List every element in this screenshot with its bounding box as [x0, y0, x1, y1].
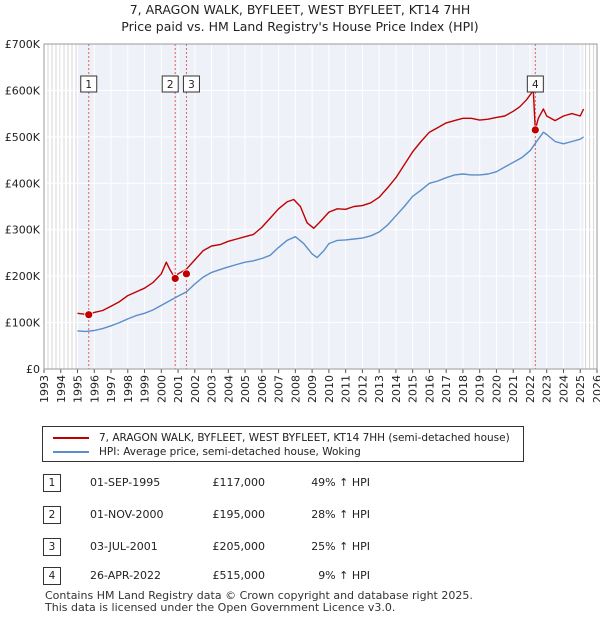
legend-item-hpi: HPI: Average price, semi-detached house,…: [53, 446, 361, 458]
hpi-line: [77, 131, 584, 333]
transaction-number: 2: [43, 506, 61, 524]
x-tick-label: 1997: [105, 375, 118, 403]
legend-item-property: 7, ARAGON WALK, BYFLEET, WEST BYFLEET, K…: [53, 432, 510, 444]
transaction-price: £195,000: [212, 508, 266, 521]
transaction-marker-box: [526, 75, 544, 93]
x-tick-label: 1996: [88, 375, 101, 403]
transaction-hpi: 49% ↑ HPI: [311, 476, 370, 489]
x-tick-label: 1994: [55, 375, 68, 403]
y-tick-label: £0: [26, 363, 40, 376]
legend-label-hpi: HPI: Average price, semi-detached house,…: [99, 446, 361, 458]
x-tick-label: 1999: [139, 375, 152, 403]
x-tick-label: 2023: [541, 375, 554, 403]
legend-label-property: 7, ARAGON WALK, BYFLEET, WEST BYFLEET, K…: [99, 432, 510, 444]
y-tick-label: £200K: [5, 270, 41, 283]
transaction-hpi: 25% ↑ HPI: [311, 540, 370, 553]
transaction-point: [530, 125, 540, 135]
x-tick-label: 2001: [172, 375, 185, 403]
transaction-marker-number: 2: [167, 79, 174, 91]
y-tick-label: £100K: [5, 317, 41, 330]
x-tick-label: 2007: [273, 375, 286, 403]
footer: Contains HM Land Registry data © Crown c…: [45, 590, 473, 614]
x-tick-label: 2012: [356, 375, 369, 403]
x-tick-label: 2009: [306, 375, 319, 403]
legend: 7, ARAGON WALK, BYFLEET, WEST BYFLEET, K…: [42, 426, 524, 462]
transaction-marker-box: [182, 75, 200, 93]
transaction-hpi: 9% ↑ HPI: [318, 569, 370, 582]
x-tick-label: 2022: [524, 375, 537, 403]
transaction-marker-number: 1: [85, 79, 92, 91]
price-chart: 1 2 3 4 £0 £100K £200K £300K £400K £500K £600K £70…: [5, 38, 600, 403]
transaction-row: 4 26-APR-2022 £515,000 9% ↑ HPI: [0, 567, 600, 587]
transaction-date: 26-APR-2022: [90, 569, 162, 582]
transaction-row: 1 01-SEP-1995 £117,000 49% ↑ HPI: [0, 474, 600, 494]
transaction-point: [170, 274, 180, 283]
transaction-date: 01-NOV-2000: [90, 508, 164, 521]
x-tick-label: 2014: [390, 375, 403, 403]
legend-swatch-red: [53, 437, 89, 439]
x-tick-label: 2011: [340, 375, 353, 403]
transaction-hpi: 28% ↑ HPI: [311, 508, 370, 521]
transaction-marker-box: [161, 75, 179, 93]
x-tick-label: 2017: [440, 375, 453, 403]
transaction-date: 01-SEP-1995: [90, 476, 161, 489]
transaction-row: 3 03-JUL-2001 £205,000 25% ↑ HPI: [0, 538, 600, 558]
transaction-price: £205,000: [212, 540, 266, 553]
y-tick-label: £600K: [5, 84, 41, 97]
chart-title: 7, ARAGON WALK, BYFLEET, WEST BYFLEET, K…: [129, 2, 471, 17]
chart-subtitle: Price paid vs. HM Land Registry's House …: [121, 19, 479, 34]
x-tick-label: 2003: [206, 375, 219, 403]
x-tick-label: 2018: [457, 375, 470, 403]
plot-frame: [43, 43, 598, 370]
transaction-number: 1: [43, 474, 61, 492]
legend-swatch-blue: [53, 451, 89, 453]
transaction-price: £515,000: [212, 569, 266, 582]
property-price-line: [77, 89, 585, 316]
x-tick-label: 2006: [256, 375, 269, 403]
x-tick-label: 1995: [72, 375, 85, 403]
transaction-date: 03-JUL-2001: [90, 540, 158, 553]
x-tick-label: 2010: [323, 375, 336, 403]
transaction-marker-number: 3: [188, 79, 195, 91]
x-tick-label: 2002: [189, 375, 202, 403]
transaction-number: 4: [43, 567, 61, 585]
y-tick-label: £700K: [5, 38, 41, 51]
transaction-marker-number: 4: [532, 79, 539, 91]
x-tick-label: 1993: [38, 375, 51, 403]
x-tick-label: 2019: [474, 375, 487, 403]
y-tick-label: £300K: [5, 224, 41, 237]
transaction-point: [84, 310, 94, 320]
plot-area: [44, 44, 597, 369]
transaction-point: [182, 269, 191, 279]
x-tick-label: 2020: [490, 375, 503, 403]
x-tick-label: 2026: [591, 375, 600, 403]
x-tick-label: 2016: [423, 375, 436, 403]
x-tick-label: 2021: [507, 375, 520, 403]
transaction-row: 2 01-NOV-2000 £195,000 28% ↑ HPI: [0, 506, 600, 526]
y-tick-label: £400K: [5, 177, 41, 190]
x-tick-label: 1998: [122, 375, 135, 403]
x-tick-label: 2013: [373, 375, 386, 403]
x-tick-label: 2004: [222, 375, 235, 403]
transaction-marker-box: [80, 75, 98, 93]
y-tick-label: £500K: [5, 131, 41, 144]
x-tick-label: 2000: [155, 375, 168, 403]
transaction-number: 3: [43, 538, 61, 556]
x-tick-label: 2015: [407, 375, 420, 403]
x-tick-label: 2025: [574, 375, 587, 403]
transaction-price: £117,000: [212, 476, 266, 489]
footer-copyright: Contains HM Land Registry data © Crown c…: [45, 589, 473, 602]
x-tick-label: 2024: [557, 375, 570, 403]
x-tick-label: 2005: [239, 375, 252, 403]
x-tick-label: 2008: [289, 375, 302, 403]
footer-licence: This data is licensed under the Open Gov…: [45, 601, 396, 614]
